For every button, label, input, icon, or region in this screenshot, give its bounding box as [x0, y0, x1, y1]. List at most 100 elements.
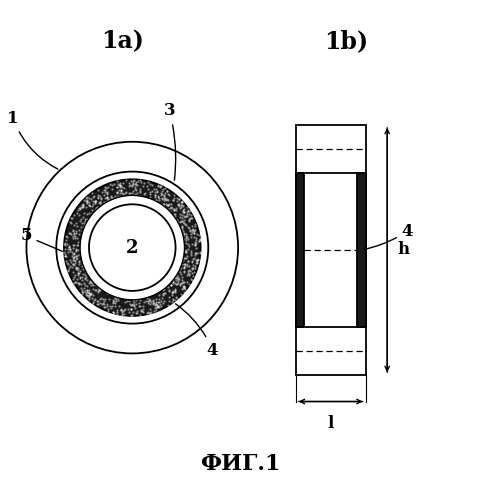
Point: [72, 256, 80, 264]
Point: [108, 308, 116, 316]
Point: [137, 192, 144, 200]
Point: [76, 273, 84, 281]
Point: [179, 202, 186, 210]
Point: [179, 218, 186, 226]
Point: [66, 228, 74, 236]
Point: [132, 296, 140, 304]
Point: [117, 306, 125, 314]
Point: [72, 264, 80, 272]
Point: [185, 210, 193, 218]
Point: [114, 192, 121, 200]
Point: [72, 228, 80, 236]
Point: [191, 264, 199, 272]
Point: [163, 187, 171, 195]
Point: [187, 276, 195, 283]
Point: [190, 233, 198, 241]
Point: [75, 279, 83, 287]
Point: [173, 270, 180, 278]
Point: [187, 265, 195, 273]
Point: [96, 192, 104, 200]
Point: [94, 300, 102, 308]
Point: [131, 304, 139, 312]
Point: [65, 243, 72, 251]
Point: [180, 283, 187, 291]
Text: 1a): 1a): [101, 29, 144, 53]
Point: [80, 284, 87, 292]
Point: [82, 194, 90, 202]
Point: [164, 190, 172, 198]
Point: [157, 302, 165, 310]
Point: [123, 305, 131, 313]
Point: [88, 202, 96, 209]
Point: [133, 306, 141, 314]
Point: [186, 227, 193, 235]
Point: [175, 276, 183, 283]
Point: [67, 214, 75, 222]
Point: [147, 298, 155, 306]
Point: [173, 280, 180, 288]
Point: [184, 269, 192, 277]
Point: [164, 302, 171, 310]
Point: [73, 252, 81, 260]
Point: [115, 186, 123, 194]
Point: [103, 194, 111, 202]
Point: [129, 296, 137, 304]
Point: [126, 306, 134, 314]
Point: [98, 300, 106, 308]
Point: [139, 308, 147, 316]
Point: [165, 293, 173, 301]
Point: [129, 180, 137, 188]
Point: [165, 298, 172, 306]
Point: [182, 208, 190, 216]
Point: [95, 186, 102, 194]
Point: [140, 178, 147, 186]
Point: [120, 184, 128, 192]
Point: [187, 249, 195, 257]
Point: [80, 203, 87, 211]
Point: [86, 290, 94, 298]
Point: [180, 267, 188, 275]
Point: [183, 240, 191, 248]
Point: [93, 202, 100, 210]
Point: [185, 216, 192, 224]
Point: [170, 206, 178, 214]
Point: [160, 200, 168, 208]
Point: [161, 184, 169, 192]
Point: [180, 236, 187, 244]
Point: [73, 208, 81, 216]
Point: [148, 181, 156, 189]
Point: [182, 234, 190, 242]
Point: [145, 194, 153, 202]
Point: [189, 226, 197, 234]
Point: [85, 289, 93, 297]
Point: [135, 302, 143, 310]
Point: [80, 219, 88, 227]
Point: [73, 264, 81, 272]
Point: [62, 236, 70, 244]
Point: [169, 288, 177, 296]
Point: [187, 214, 195, 222]
Point: [116, 184, 124, 192]
Point: [83, 276, 90, 283]
Point: [113, 184, 120, 192]
Point: [83, 286, 91, 294]
Point: [85, 194, 93, 202]
Point: [92, 204, 100, 212]
Point: [182, 252, 190, 260]
Point: [83, 214, 91, 222]
Point: [79, 265, 87, 273]
Point: [83, 288, 91, 296]
Point: [107, 192, 115, 200]
Point: [182, 270, 190, 278]
Point: [104, 307, 111, 315]
Point: [150, 185, 158, 193]
Point: [94, 288, 102, 296]
Point: [69, 254, 76, 262]
Point: [192, 258, 200, 266]
Point: [78, 288, 86, 296]
Point: [100, 300, 108, 308]
Point: [81, 271, 88, 279]
Point: [185, 217, 192, 225]
Point: [89, 291, 97, 299]
Bar: [295, 173, 304, 327]
